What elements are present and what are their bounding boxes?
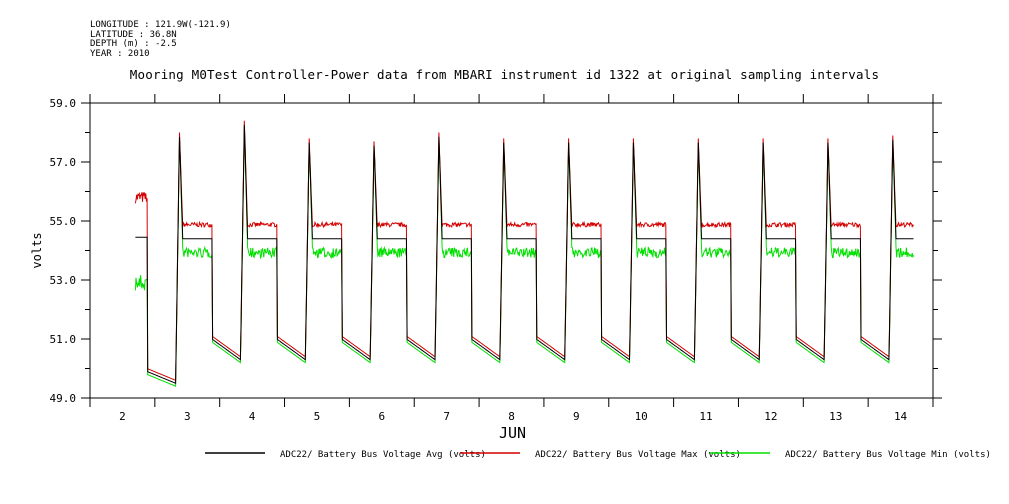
metadata-block: LONGITUDE : 121.9W(-121.9) LATITUDE : 36…: [90, 20, 231, 59]
x-tick-label: 5: [314, 410, 321, 423]
y-tick-label: 55.0: [50, 215, 77, 228]
year-text: YEAR : 2010: [90, 48, 150, 59]
legend-label-min: ADC22/ Battery Bus Voltage Min (volts): [785, 450, 991, 460]
x-tick-label: 12: [764, 410, 777, 423]
legend-label-max: ADC22/ Battery Bus Voltage Max (volts): [535, 450, 741, 460]
x-axis-label: JUN: [499, 424, 526, 442]
y-tick-label: 49.0: [50, 392, 77, 405]
x-tick-label: 3: [184, 410, 191, 423]
x-tick-label: 9: [573, 410, 580, 423]
plot-frame: [89, 102, 934, 399]
x-tick-label: 7: [443, 410, 450, 423]
series-line-avg: [135, 125, 914, 384]
chart-title: Mooring M0Test Controller-Power data fro…: [129, 67, 880, 82]
x-tick-label: 11: [699, 410, 712, 423]
depth-text: DEPTH (m) : -2.5: [90, 39, 177, 49]
longitude-text: LONGITUDE : 121.9W(-121.9): [90, 20, 231, 30]
x-tick-label: 6: [378, 410, 385, 423]
legend-label-avg: ADC22/ Battery Bus Voltage Avg (volts): [280, 450, 486, 460]
y-tick-label: 57.0: [50, 156, 77, 169]
latitude-text: LATITUDE : 36.8N: [90, 29, 177, 40]
series-line-max: [134, 120, 914, 382]
x-tick-label: 13: [829, 410, 842, 423]
y-tick-label: 59.0: [50, 97, 77, 110]
x-tick-label: 2: [119, 410, 126, 423]
y-tick-label: 53.0: [50, 274, 77, 287]
x-tick-label: 10: [635, 410, 648, 423]
series-line-min: [134, 129, 914, 387]
x-tick-label: 4: [249, 410, 256, 423]
x-tick-label: 14: [894, 410, 908, 423]
x-tick-label: 8: [508, 410, 515, 423]
y-axis-label: volts: [30, 232, 44, 268]
y-tick-label: 51.0: [50, 333, 77, 346]
